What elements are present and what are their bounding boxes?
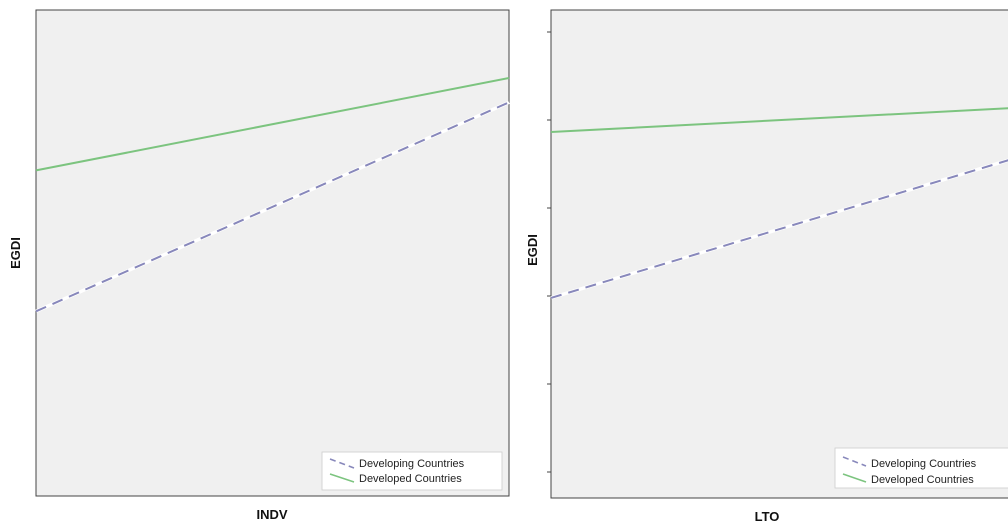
- plot-area: [35, 9, 510, 497]
- x-axis-title: INDV: [256, 507, 287, 522]
- x-axis-title: LTO: [755, 509, 780, 524]
- y-axis-title: EGDI: [525, 234, 540, 266]
- chart-lto: Developing Countries Developed Countries…: [525, 9, 1008, 524]
- legend: Developing Countries Developed Countries: [834, 447, 1008, 489]
- chart-indv: Developing Countries Developed Countries…: [8, 9, 510, 522]
- series-line-developing-countries: [35, 101, 510, 313]
- series-line-developed-countries: [550, 107, 1008, 133]
- plot-marks: [35, 77, 510, 313]
- legend-label-developed: Developed Countries: [359, 473, 462, 485]
- legend: Developing Countries Developed Countries: [321, 451, 503, 491]
- legend-box: [321, 451, 503, 491]
- legend-swatch-developed: [842, 473, 867, 483]
- plot-marks: [550, 107, 1008, 300]
- legend-label-developing: Developing Countries: [871, 458, 977, 470]
- legend-swatch-developed: [329, 473, 355, 483]
- legend-swatch-developing: [842, 456, 867, 467]
- legend-label-developing: Developing Countries: [359, 458, 465, 470]
- legend-label-developed: Developed Countries: [871, 474, 974, 486]
- series-line-developing-countries: [550, 159, 1008, 299]
- y-axis-title: EGDI: [8, 237, 23, 269]
- plot-area: [550, 9, 1008, 499]
- series-line-developed-countries: [35, 77, 510, 172]
- legend-swatch-developing: [329, 458, 355, 469]
- y-axis-ticks: [547, 31, 551, 473]
